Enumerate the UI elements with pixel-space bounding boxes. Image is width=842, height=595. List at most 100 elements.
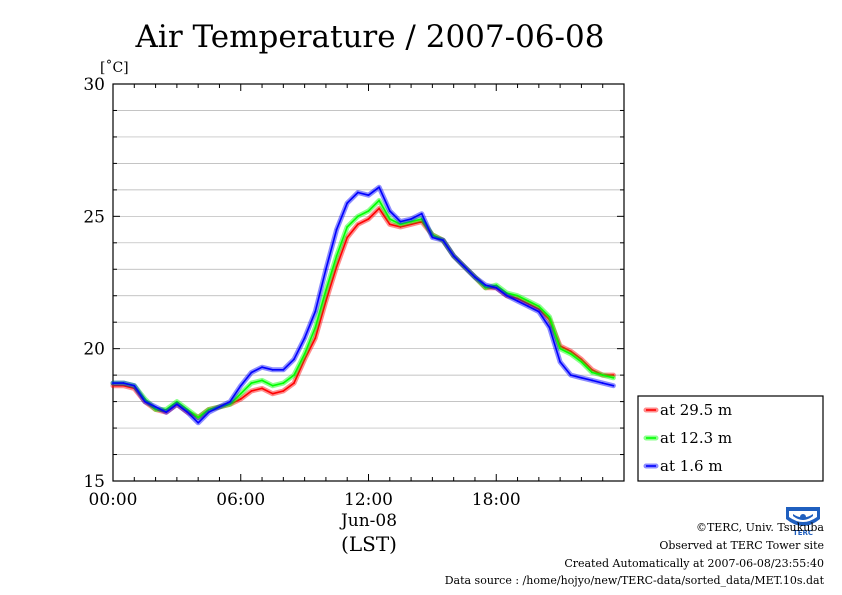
data-point [516,300,519,302]
data-point [144,398,146,400]
data-point [207,408,210,411]
data-point [569,350,572,353]
data-point [197,421,200,424]
data-point [388,218,391,220]
x-tick-label: 00:00 [89,490,138,510]
data-point [537,305,540,308]
data-point [420,218,423,220]
data-point [122,384,125,387]
source-text: Data source : /home/hojyo/new/TERC-data/… [444,574,824,587]
data-point [559,347,562,350]
created-text: Created Automatically at 2007-06-08/23:5… [564,557,824,570]
data-point [314,310,317,313]
data-point [399,223,402,226]
data-point [420,220,423,223]
data-point [410,218,412,220]
data-point [261,379,263,382]
axis-ticks [112,83,625,482]
data-point [452,255,455,257]
data-point [484,284,487,287]
data-point [303,353,306,355]
data-point [516,297,519,300]
data-point [314,337,317,339]
data-point [154,405,157,408]
data-point [144,400,146,403]
x-tick-label: 18:00 [472,490,521,510]
data-point [516,294,519,297]
data-point [293,358,295,361]
y-tick-label: 15 [83,472,105,492]
data-point [601,382,604,384]
legend-label: at 29.5 m [660,401,732,419]
data-point [548,326,551,329]
data-point [282,368,285,371]
data-point [197,416,200,419]
data-point [388,210,391,212]
data-point [207,411,210,414]
y-tick-label: 25 [83,207,105,227]
logo-text: TERC [793,529,813,537]
grid-lines [113,110,624,455]
data-point [261,387,263,390]
data-point [601,374,604,377]
data-point [112,384,114,387]
data-point [580,361,583,363]
data-point [250,390,253,392]
data-point [495,286,498,289]
data-point [442,239,444,242]
data-point [356,215,359,218]
data-point [569,353,572,355]
x-axis-label: (LST) [341,532,397,556]
data-point [612,376,615,379]
data-point [388,223,391,226]
data-point [335,228,338,231]
data-point [378,186,381,189]
y-tick-label: 30 [83,75,105,95]
data-point [325,289,327,292]
data-point [378,199,381,202]
data-point [378,207,381,210]
data-point [420,212,423,215]
data-point [580,376,583,379]
data-point [282,382,285,384]
data-point [505,292,508,294]
data-point [356,191,359,194]
data-point [325,268,327,271]
data-point [112,382,114,384]
data-point [250,382,253,384]
data-point [559,361,562,363]
data-point [239,398,242,400]
data-point [122,382,125,384]
data-point [346,202,349,205]
data-point [186,411,189,414]
data-point [505,294,508,297]
series-path [112,186,615,424]
data-point [261,366,263,369]
data-point [548,316,551,318]
data-point [580,358,583,361]
data-point [569,374,572,377]
data-point [367,218,370,220]
legend-box [637,395,824,482]
data-point [186,408,189,411]
data-point [463,265,466,268]
chart-title: Air Temperature / 2007-06-08 [135,19,605,55]
data-point [527,302,530,305]
data-point [537,308,540,310]
data-point [239,392,242,395]
data-point [591,368,593,371]
data-point [218,405,221,408]
legend-label: at 1.6 m [660,457,723,475]
data-point [484,286,487,289]
data-point [612,384,615,387]
x-axis-date: Jun-08 [339,511,397,531]
data-point [346,236,349,239]
data-point [175,400,178,403]
data-point [410,223,412,226]
data-point [271,392,274,395]
x-tick-labels: 00:00 06:00 12:00 18:00 [89,490,521,510]
data-point [410,220,412,223]
data-point [303,358,306,361]
x-tick-label: 06:00 [216,490,265,510]
